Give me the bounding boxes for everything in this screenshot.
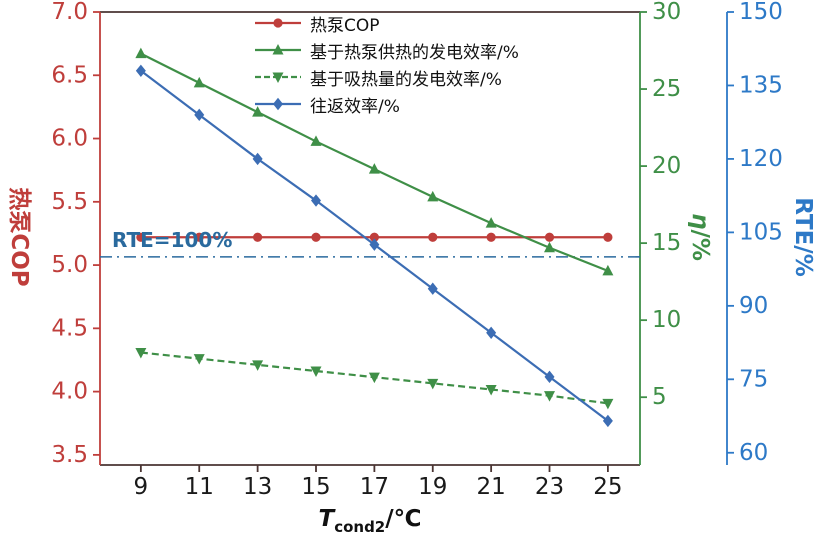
svg-text:4.5: 4.5	[51, 315, 88, 341]
svg-text:90: 90	[739, 293, 768, 319]
legend-swatch-icon	[255, 44, 301, 55]
y-axis-title-cop: 热泵COP	[6, 187, 32, 287]
svg-text:6.5: 6.5	[51, 62, 88, 88]
svg-text:105: 105	[739, 219, 783, 245]
svg-text:21: 21	[476, 474, 505, 500]
svg-text:25: 25	[652, 76, 681, 102]
svg-text:23: 23	[535, 474, 564, 500]
svg-text:20: 20	[652, 153, 681, 179]
legend-label: 往返效率/%	[310, 96, 400, 117]
svg-text:75: 75	[739, 366, 768, 392]
eta-symbol: η	[687, 213, 713, 230]
series-eta-hp	[135, 47, 614, 276]
legend-label: 热泵COP	[310, 15, 380, 36]
legend: 热泵COP 基于热泵供热的发电效率/% 基于吸热量的发电效率/% 往返效率/%	[253, 10, 519, 117]
y-axis-title-eta: η/%	[687, 213, 713, 261]
svg-text:120: 120	[739, 146, 783, 172]
x-unit: /℃	[385, 506, 422, 533]
svg-text:10: 10	[652, 307, 681, 333]
eta-axis-ticks: 5 10 15 20 25 30	[640, 0, 681, 410]
svg-text:15: 15	[652, 230, 681, 256]
svg-text:9: 9	[134, 474, 149, 500]
legend-swatch-icon	[255, 97, 301, 111]
svg-text:13: 13	[243, 474, 272, 500]
legend-item: 基于吸热量的发电效率/%	[253, 64, 519, 90]
series-cop	[136, 232, 613, 242]
legend-swatch-icon	[255, 72, 301, 83]
svg-text:5: 5	[652, 384, 667, 410]
svg-text:17: 17	[360, 474, 389, 500]
svg-text:60: 60	[739, 440, 768, 466]
svg-text:19: 19	[418, 474, 447, 500]
cop-axis-ticks: 3.5 4.0 4.5 5.0 5.5 6.0 6.5 7.0	[51, 0, 100, 468]
svg-text:6.0: 6.0	[51, 126, 88, 152]
rte-100-annotation: RTE=100%	[112, 227, 233, 252]
legend-label: 基于吸热量的发电效率/%	[310, 69, 502, 90]
svg-text:5.0: 5.0	[51, 252, 88, 278]
legend-label: 基于热泵供热的发电效率/%	[310, 42, 519, 63]
svg-text:3.5: 3.5	[51, 442, 88, 468]
svg-text:4.0: 4.0	[51, 379, 88, 405]
legend-swatch-icon	[255, 18, 301, 28]
x-subscript: cond2	[334, 517, 386, 536]
svg-text:11: 11	[185, 474, 214, 500]
rte-axis-ticks: 60 75 90 105 120 135 150	[727, 0, 783, 466]
svg-text:5.5: 5.5	[51, 189, 88, 215]
series-eta-abs	[135, 348, 614, 410]
svg-text:150: 150	[739, 0, 783, 25]
x-axis-title: Tcond2/℃	[318, 506, 421, 536]
x-symbol: T	[318, 506, 335, 533]
legend-item: 基于热泵供热的发电效率/%	[253, 37, 519, 63]
eta-unit: /%	[687, 229, 713, 261]
x-axis-ticks: 9 11 13 15 17 19 21 23 25	[134, 465, 623, 500]
svg-text:135: 135	[739, 72, 783, 98]
svg-text:7.0: 7.0	[51, 0, 88, 25]
svg-text:30: 30	[652, 0, 681, 25]
svg-text:15: 15	[301, 474, 330, 500]
y-axis-title-rte: RTE/%	[790, 197, 816, 277]
legend-item: 往返效率/%	[253, 91, 519, 117]
legend-item: 热泵COP	[253, 10, 519, 36]
svg-text:25: 25	[593, 474, 622, 500]
series-rte	[135, 64, 613, 428]
